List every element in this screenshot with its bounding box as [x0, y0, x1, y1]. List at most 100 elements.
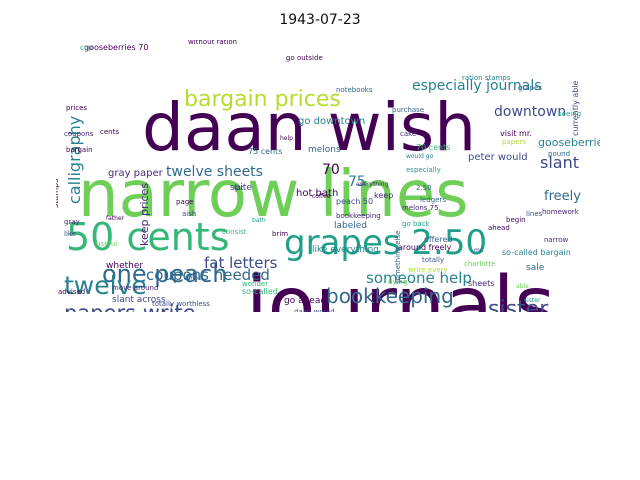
cloud-word: slant [540, 153, 579, 172]
cloud-word: lines [526, 210, 543, 218]
cloud-word: 70 [322, 162, 340, 178]
cloud-word: father [106, 215, 125, 222]
cloud-word: freely [544, 189, 581, 204]
cloud-word: move around [112, 284, 158, 292]
cloud-word: homework [542, 208, 580, 216]
cloud-word: downtown [494, 104, 566, 120]
cloud-word: write every [408, 266, 448, 274]
cloud-word: page [176, 198, 193, 206]
cloud-word: begin [506, 216, 526, 224]
chart-title: 1943-07-23 [279, 12, 361, 28]
cloud-word: something else [394, 231, 402, 285]
cloud-word: cake [400, 130, 416, 138]
cloud-word: around freely [398, 243, 452, 252]
cloud-word: currently able [571, 80, 580, 136]
cloud-word: grapes 2.50 [284, 223, 487, 263]
cloud-word: charlotte [464, 260, 495, 268]
cloud-word: bath [252, 217, 266, 224]
cloud-word: offered [424, 235, 452, 244]
cloud-word: prices [66, 104, 87, 112]
cloud-word: gooseberries 70 [84, 43, 148, 52]
cloud-word: totally worthless [152, 300, 210, 308]
cloud-word: fat [234, 184, 244, 192]
cloud-word: sister [488, 297, 549, 312]
cloud-word: school [184, 275, 204, 282]
cloud-word: grapes [518, 84, 542, 92]
cloud-word: so-called bargain [502, 248, 571, 257]
cloud-word: keep [374, 191, 393, 200]
cloud-word: bookkeeping [326, 284, 454, 308]
cloud-word: ledgers [420, 196, 446, 204]
cloud-word: go ahead [284, 296, 326, 306]
cloud-word: notebooks [336, 86, 373, 94]
cloud-word: especially journals [412, 78, 542, 94]
cloud-word: narrow [544, 236, 568, 244]
cloud-word: coupons needed [146, 266, 270, 284]
cloud-word: bargain [66, 146, 93, 154]
cloud-word: dying [388, 278, 407, 286]
cloud-word: peach 50 [336, 197, 373, 206]
cloud-word: daan would [294, 308, 335, 312]
word-cloud: daan wish narrow lines journals 50 cents gra… [56, 40, 600, 312]
cloud-word: go outside [286, 54, 323, 62]
cloud-word: coffee [312, 193, 331, 200]
cloud-word: like [64, 230, 76, 238]
cloud-word: bookkeeping [336, 212, 381, 220]
cloud-word: journals [244, 261, 555, 312]
cloud-word: pound [548, 150, 570, 158]
cloud-word: purchase without [112, 311, 190, 312]
cloud-word: fat letters [204, 254, 278, 272]
cloud-word: coupons [64, 130, 94, 138]
cloud-word: useful [96, 240, 117, 248]
cloud-word: help [280, 135, 293, 142]
cloud-word: visit mr. [500, 129, 532, 138]
cloud-word: peter would [468, 152, 528, 163]
cloud-word: go downtown [298, 116, 365, 127]
cloud-word: like everything [312, 245, 379, 255]
cloud-word: whether [106, 261, 143, 271]
cloud-word: aish [182, 210, 196, 218]
cloud-word: sister [524, 297, 541, 304]
cloud-word: spite [230, 183, 252, 193]
cloud-word: totally [422, 256, 444, 264]
cloud-word: twelve [64, 271, 147, 300]
cloud-word: ration stamps [462, 74, 511, 82]
cloud-word: twelve sheets [166, 164, 263, 180]
cloud-word: papers [502, 138, 526, 146]
cloud-word: someone help [366, 269, 472, 287]
cloud-word: cents [100, 128, 119, 136]
cloud-word: able [516, 283, 529, 290]
cloud-word: especially [406, 166, 441, 174]
cloud-word: narrow lines [78, 158, 469, 232]
cloud-word: seeing [558, 110, 581, 118]
cloud-word: melons [308, 145, 341, 155]
cloud-word: bargain prices [184, 87, 341, 112]
cloud-word: 2.50 [416, 184, 432, 192]
cloud-word: brim [272, 230, 288, 238]
cloud-word: mr. [474, 247, 484, 254]
cloud-word: ahead [488, 224, 510, 232]
cloud-word: advised [58, 288, 85, 296]
cloud-word: daan wish [142, 89, 476, 166]
cloud-word: 50 cents [66, 215, 230, 259]
cloud-word: wonder [242, 280, 268, 288]
cloud-word: calligraphy [65, 116, 84, 204]
cloud-word: sale [526, 263, 545, 273]
cloud-word: gray paper [108, 168, 164, 179]
cloud-word: slant across [112, 295, 166, 305]
cloud-word: consist [222, 228, 247, 236]
cloud-word: 70 cents [416, 143, 450, 152]
cloud-word: cup [80, 44, 93, 52]
cloud-word: sheets [468, 279, 494, 288]
cloud-word: keep prices [138, 183, 151, 246]
cloud-word: so-called [242, 287, 278, 296]
cloud-word: hot bath [296, 188, 338, 199]
cloud-word: melons 75 [402, 204, 439, 212]
cloud-word: one peach [102, 260, 227, 288]
cloud-word: 75 cents [248, 147, 282, 156]
cloud-word: would go [406, 153, 434, 160]
cloud-word: without ration [188, 40, 237, 46]
cloud-word: gray [64, 218, 80, 226]
cloud-word: papers write [64, 301, 196, 312]
